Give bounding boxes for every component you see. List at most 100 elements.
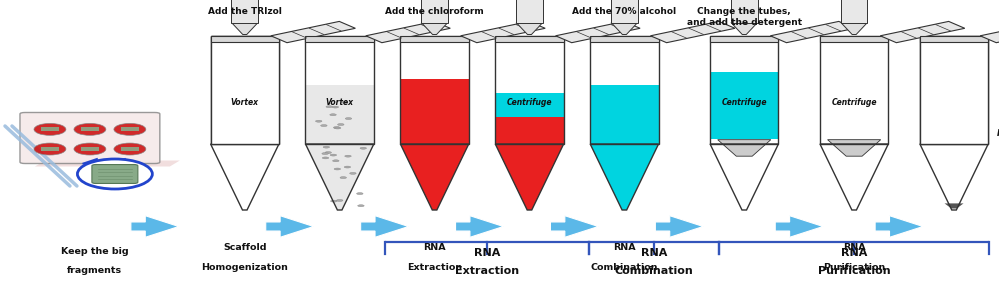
Text: RNA: RNA [424,244,446,253]
Ellipse shape [114,143,146,155]
Text: Combination: Combination [590,263,658,272]
Ellipse shape [78,159,152,189]
Circle shape [342,101,348,103]
Bar [590,36,658,43]
Circle shape [330,114,337,116]
Circle shape [322,153,329,154]
Circle shape [357,193,363,195]
Polygon shape [461,21,545,43]
Polygon shape [81,147,99,151]
Bar [401,36,469,43]
FancyArrow shape [550,216,598,237]
Ellipse shape [34,123,66,135]
Circle shape [325,152,332,154]
Text: Centrifuge: Centrifuge [506,98,552,107]
Bar [496,93,563,117]
Circle shape [334,168,341,170]
Bar [496,36,563,144]
Polygon shape [731,22,757,34]
Polygon shape [555,21,640,43]
Bar [920,36,988,43]
Ellipse shape [74,123,106,135]
FancyBboxPatch shape [20,112,160,164]
Bar [731,0,757,22]
FancyArrow shape [361,216,409,237]
Circle shape [338,124,344,125]
Text: RNA: RNA [641,248,667,259]
Polygon shape [41,147,59,151]
Polygon shape [516,22,542,34]
Circle shape [360,147,367,149]
Polygon shape [35,160,180,166]
Polygon shape [827,140,881,156]
Circle shape [337,200,343,201]
Text: Add the TRIzol: Add the TRIzol [208,8,282,16]
Text: Add the 70% alcohol: Add the 70% alcohol [572,8,676,16]
Bar [401,79,469,144]
Text: RNA: RNA [613,244,635,253]
Circle shape [316,120,322,122]
Bar [710,36,778,43]
Bar [306,36,374,144]
FancyArrow shape [775,216,823,237]
Bar [496,36,563,43]
Polygon shape [366,21,451,43]
Circle shape [335,127,341,129]
FancyArrow shape [266,216,314,237]
Polygon shape [496,144,563,210]
Polygon shape [841,22,867,34]
Text: RNA: RNA [997,129,999,138]
Circle shape [333,160,339,162]
Text: Centrifuge: Centrifuge [721,98,767,107]
Polygon shape [81,127,99,131]
Ellipse shape [34,143,66,155]
Polygon shape [590,144,658,210]
Ellipse shape [114,123,146,135]
Polygon shape [232,22,258,34]
Circle shape [334,127,340,128]
FancyArrow shape [456,216,503,237]
Bar [590,36,658,144]
Circle shape [332,106,339,108]
Bar [920,36,988,144]
Bar [920,36,988,144]
Polygon shape [401,144,469,210]
Text: Keep the big: Keep the big [61,247,129,256]
Text: Centrifuge: Centrifuge [831,98,877,107]
Polygon shape [121,147,139,151]
Bar [516,0,542,22]
Text: Purification: Purification [823,263,885,272]
Polygon shape [306,144,374,210]
Circle shape [346,118,352,119]
Polygon shape [650,21,735,43]
Polygon shape [422,22,448,34]
Bar [496,117,563,144]
Circle shape [321,124,327,127]
Polygon shape [717,140,771,156]
Bar [820,36,888,43]
FancyBboxPatch shape [92,164,138,184]
Bar [306,36,374,43]
Bar [590,85,658,144]
Bar [710,36,778,144]
Ellipse shape [74,143,106,155]
Circle shape [326,106,333,108]
Bar [611,0,637,22]
Polygon shape [611,22,637,34]
Text: Purification: Purification [818,266,890,277]
Text: Change the tubes,
and add the detergent: Change the tubes, and add the detergent [686,8,802,27]
FancyArrow shape [875,216,923,237]
Circle shape [345,166,351,168]
Text: Scaffold: Scaffold [223,244,267,253]
Circle shape [350,172,357,174]
FancyArrow shape [131,216,179,237]
Bar [211,36,279,43]
Polygon shape [880,21,965,43]
Text: Homogenization: Homogenization [202,263,288,272]
Text: RNA: RNA [841,248,867,259]
Circle shape [345,155,352,157]
Bar [422,0,448,22]
Text: Combination: Combination [615,266,693,277]
Polygon shape [121,127,139,131]
Polygon shape [945,203,963,208]
